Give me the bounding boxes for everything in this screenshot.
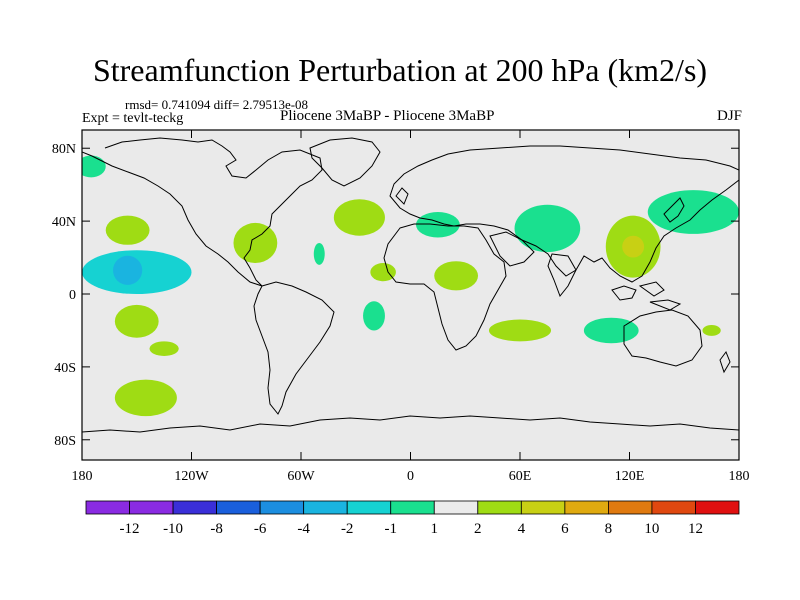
colorbar-swatch: [433, 500, 479, 515]
colorbar-swatch: [564, 500, 609, 515]
colorbar-swatch: [477, 500, 522, 515]
colorbar-label: -4: [297, 521, 310, 537]
anomaly-n-america: [233, 222, 278, 264]
anomaly-caribbean: [313, 242, 325, 265]
coast-arabia: [489, 231, 535, 267]
coast-north-america: [82, 137, 323, 287]
plot-title: Streamfunction Perturbation at 200 hPa (…: [92, 52, 708, 88]
anomaly-nw-pacific: [647, 190, 739, 234]
season-label: DJF: [716, 108, 742, 124]
anomaly-n-africa: [434, 261, 479, 291]
anomaly-arctic-west: [82, 155, 106, 178]
anomaly-w-africa: [370, 263, 396, 282]
coast-eurasia: [389, 145, 739, 283]
colorbar-swatch: [303, 500, 348, 515]
colorbar-swatch: [608, 500, 653, 515]
stats-line: rmsd= 0.741094 diff= 2.79513e-08: [125, 97, 309, 112]
anomaly-central-asia: [514, 204, 581, 253]
coast-japan: [663, 197, 685, 223]
lon-label: 60W: [287, 469, 315, 484]
lat-label: 80S: [54, 434, 76, 449]
colorbar-swatch: [129, 500, 174, 515]
colorbar-label: -2: [341, 521, 354, 537]
anomaly-indonesia-south: [583, 317, 639, 344]
anomaly-east-pacific-core: [113, 255, 143, 285]
colorbar-swatch: [216, 500, 261, 515]
lat-label: 40N: [52, 215, 76, 230]
colorbar-label: 6: [561, 521, 569, 537]
coast-maritime: [611, 281, 682, 311]
anomaly-n-atlantic: [333, 199, 385, 236]
colorbar-swatch: [390, 500, 435, 515]
map-background: [82, 130, 739, 460]
colorbar-swatch: [85, 500, 130, 515]
colorbar-swatch: [259, 500, 305, 515]
lon-label: 180: [72, 469, 93, 484]
colorbar-label: 1: [431, 521, 439, 537]
colorbar-label: 10: [644, 521, 659, 537]
colorbar-label: -12: [120, 521, 140, 537]
anomaly-s-atlantic: [363, 301, 385, 331]
anomaly-s-pacific-1: [114, 304, 159, 338]
colorbar-swatch: [172, 500, 217, 515]
anomaly-field: [82, 155, 739, 417]
coast-uk: [395, 187, 409, 205]
lat-label: 40S: [54, 361, 76, 376]
coast-africa: [383, 223, 507, 351]
anomaly-s-pacific-east: [702, 324, 721, 336]
lat-label: 80N: [52, 142, 76, 157]
anomaly-e-asia-core: [622, 235, 645, 258]
colorbar-label: -1: [384, 521, 397, 537]
colorbar-label: -6: [254, 521, 267, 537]
experiment-description: Pliocene 3MaBP - Pliocene 3MaBP: [280, 108, 495, 124]
colorbar-swatch: [695, 500, 740, 515]
anomaly-n-pacific-west: [105, 215, 150, 245]
lon-label: 120W: [174, 469, 209, 484]
colorbar-label: 8: [605, 521, 613, 537]
lat-label: 0: [69, 288, 76, 303]
colorbar-label: 12: [688, 521, 703, 537]
colorbar-swatch: [520, 500, 566, 515]
colorbar: -12 -10 -8 -6 -4 -2 -1 1 2 4 6 8 10 12: [85, 500, 740, 537]
anomaly-s-pacific-2: [149, 341, 179, 356]
latitude-axis: 80N 40N 0 40S 80S: [52, 142, 739, 449]
colorbar-label: -10: [163, 521, 183, 537]
coast-antarctica: [82, 415, 739, 433]
anomaly-indian-ocean: [488, 319, 552, 342]
coast-australia: [623, 309, 703, 367]
anomaly-s-pacific-3: [114, 379, 177, 417]
lon-label: 180: [729, 469, 750, 484]
coastlines: [82, 137, 739, 433]
colorbar-swatch: [651, 500, 696, 515]
lon-label: 60E: [509, 469, 532, 484]
colorbar-label: -8: [210, 521, 223, 537]
colorbar-label: 4: [518, 521, 526, 537]
colorbar-swatch: [346, 500, 392, 515]
lon-label: 0: [407, 469, 414, 484]
colorbar-label: 2: [474, 521, 482, 537]
longitude-axis: 180 120W 60W 0 60E 120E 180: [72, 130, 750, 484]
coast-india: [547, 253, 577, 297]
coast-new-zealand: [719, 350, 731, 374]
lon-label: 120E: [615, 469, 645, 484]
coast-greenland: [309, 137, 381, 187]
coast-south-america: [253, 281, 335, 415]
experiment-id: Expt = tevlt-teckg: [82, 111, 184, 126]
